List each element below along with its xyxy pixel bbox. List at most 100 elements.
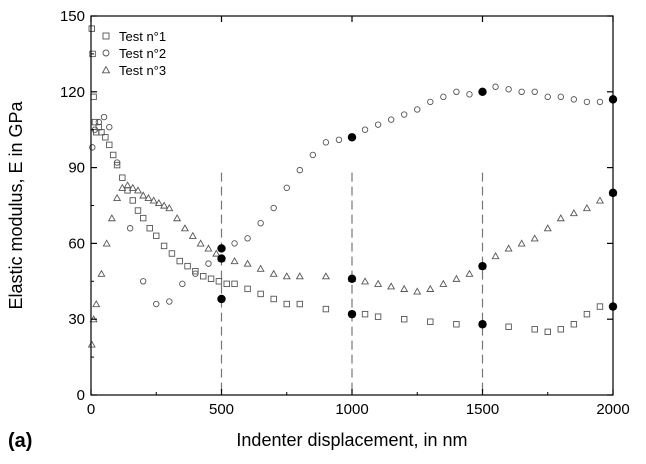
data-point: [160, 242, 168, 250]
y-tick-label: 90: [68, 160, 85, 177]
data-point: [102, 134, 109, 141]
data-point: [90, 93, 97, 101]
data-point: [100, 113, 108, 121]
highlight-point: [347, 309, 357, 319]
data-point: [244, 285, 251, 293]
data-point: [123, 181, 132, 189]
data-point: [465, 269, 474, 277]
data-point: [426, 284, 435, 292]
panel-label: (a): [8, 430, 32, 452]
data-point: [179, 280, 186, 288]
data-point: [427, 318, 434, 325]
data-point: [139, 191, 148, 199]
data-point: [113, 159, 121, 166]
data-point: [296, 166, 303, 174]
data-point: [107, 214, 116, 222]
data-point: [518, 88, 525, 96]
data-point: [144, 193, 153, 201]
legend-label: Test n°3: [119, 63, 166, 78]
legend-label: Test n°2: [119, 46, 166, 61]
data-point: [134, 207, 142, 214]
data-point: [102, 239, 111, 247]
data-point: [387, 282, 396, 290]
data-point: [113, 161, 121, 169]
data-point: [109, 151, 117, 159]
data-point: [557, 326, 564, 333]
highlight-point: [217, 244, 226, 253]
data-point: [184, 262, 191, 270]
data-point: [427, 98, 434, 106]
legend: Test n°1 Test n°2 Test n°3: [101, 29, 166, 78]
data-point: [176, 257, 183, 265]
data-point: [89, 144, 96, 151]
data-point: [95, 118, 103, 126]
data-point: [322, 305, 330, 313]
data-point: [296, 300, 303, 308]
data-point: [168, 250, 176, 257]
data-point: [256, 264, 265, 272]
legend-label: Test n°1: [119, 29, 166, 44]
x-tick-label: 1000: [335, 401, 368, 418]
data-point: [243, 259, 252, 267]
data-point: [204, 244, 213, 252]
data-point: [129, 197, 136, 204]
series-2: [89, 83, 617, 308]
y-tick-label: 120: [60, 84, 85, 101]
data-point: [583, 310, 591, 318]
data-point: [153, 300, 160, 308]
data-point: [98, 129, 105, 136]
data-point: [154, 198, 163, 207]
ticks-layer: 0 500 1000 1500 2000 0 30 60 90 120 150: [60, 8, 630, 418]
data-point: [231, 280, 238, 288]
data-point: [453, 88, 460, 96]
data-point: [505, 323, 512, 330]
y-tick-label: 60: [68, 235, 85, 252]
data-point: [387, 116, 395, 123]
highlight-point: [347, 133, 357, 142]
data-point: [504, 244, 513, 252]
data-point: [309, 151, 317, 159]
data-point: [543, 224, 552, 232]
data-point: [139, 278, 147, 285]
data-point: [118, 183, 127, 191]
data-point: [505, 86, 512, 93]
data-point: [569, 209, 578, 217]
legend-marker: [101, 65, 111, 74]
data-point: [165, 204, 174, 212]
data-point: [192, 267, 199, 275]
data-point: [97, 269, 106, 277]
y-tick-label: 0: [77, 387, 85, 404]
data-point: [128, 183, 137, 191]
data-point: [596, 98, 604, 106]
data-point: [440, 93, 447, 101]
data-point: [223, 280, 230, 288]
data-point: [173, 214, 182, 222]
data-point: [89, 50, 96, 58]
data-point: [146, 225, 153, 232]
data-point: [133, 186, 143, 194]
data-point: [244, 235, 251, 242]
highlight-point: [217, 254, 226, 263]
data-point: [582, 204, 591, 212]
y-tick-label: 30: [68, 311, 85, 328]
data-point: [200, 273, 207, 280]
data-point: [491, 252, 500, 260]
data-point: [322, 139, 330, 146]
data-point: [453, 321, 460, 328]
data-point: [257, 219, 264, 227]
data-point: [188, 231, 197, 239]
data-point: [126, 225, 134, 232]
data-point: [401, 316, 408, 323]
legend-marker: [102, 32, 110, 40]
data-point: [361, 310, 369, 318]
data-point: [401, 111, 408, 118]
data-point: [530, 234, 539, 242]
data-point: [283, 184, 290, 192]
data-point: [113, 193, 122, 201]
data-point: [231, 240, 238, 247]
data-point: [570, 321, 578, 328]
y-axis-title: Elastic modulus, E in GPa: [6, 100, 26, 309]
data-point: [414, 106, 421, 113]
data-point: [88, 25, 95, 32]
x-tick-label: 2000: [596, 401, 629, 418]
